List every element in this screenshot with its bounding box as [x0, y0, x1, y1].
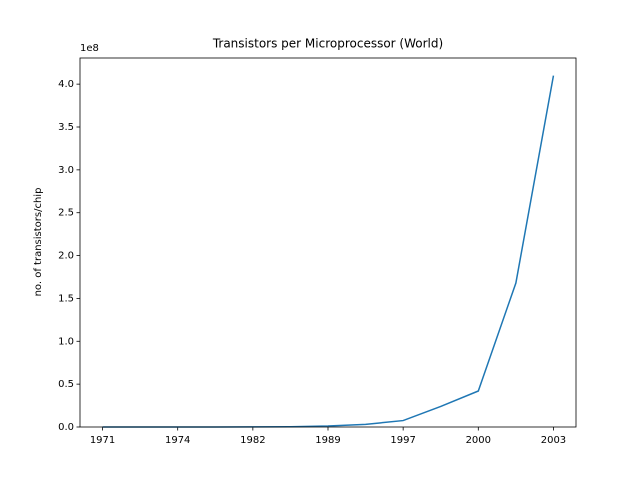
x-tick-label: 1974	[165, 435, 190, 446]
y-tick-label: 1.5	[58, 293, 74, 304]
offset-label: 1e8	[80, 43, 99, 54]
x-tick-label: 1971	[90, 435, 115, 446]
y-tick-label: 3.5	[58, 122, 74, 133]
y-tick-label: 0.5	[58, 379, 74, 390]
y-axis-label: no. of transistors/chip	[33, 188, 44, 297]
y-tick-label: 0.0	[58, 422, 74, 433]
x-tick-label: 1989	[315, 435, 340, 446]
x-tick-label: 2000	[466, 435, 491, 446]
x-tick-label: 1997	[390, 435, 415, 446]
y-tick-label: 1.0	[58, 336, 74, 347]
y-tick-label: 2.0	[58, 251, 74, 262]
plot-frame	[79, 57, 577, 428]
x-tick-label: 2003	[541, 435, 566, 446]
y-tick-label: 2.5	[58, 208, 74, 219]
y-tick-label: 3.0	[58, 165, 74, 176]
x-tick-label: 1982	[240, 435, 265, 446]
chart-title: Transistors per Microprocessor (World)	[212, 37, 443, 51]
y-tick-label: 4.0	[58, 79, 74, 90]
line	[102, 75, 555, 428]
